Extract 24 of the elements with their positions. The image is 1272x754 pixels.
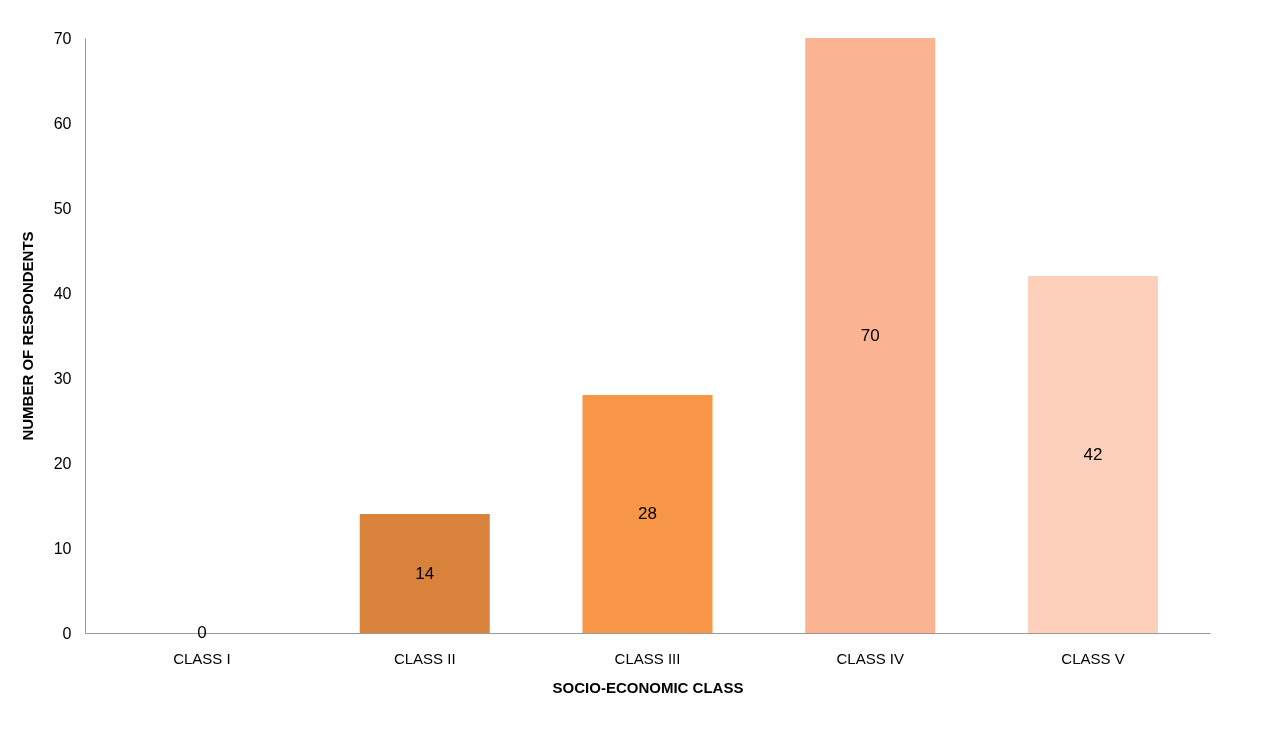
y-tick-label: 0 (62, 624, 72, 642)
bar (359, 514, 490, 633)
x-tick-label: CLASS II (393, 649, 456, 667)
y-tick-label: 10 (53, 539, 72, 557)
bar (582, 395, 713, 633)
y-tick-label: 60 (53, 114, 72, 132)
x-tick-label: CLASS I (173, 649, 231, 667)
bar (805, 38, 936, 633)
y-axis-title: NUMBER OF RESPONDENTS (18, 231, 36, 441)
x-axis-title: SOCIO-ECONOMIC CLASS (552, 678, 744, 696)
y-tick-label: 50 (53, 199, 72, 217)
data-label: 0 (197, 623, 207, 642)
data-label: 70 (860, 325, 880, 345)
x-tick-label: CLASS V (1061, 649, 1125, 667)
y-tick-label: 40 (53, 284, 72, 302)
data-label: 42 (1083, 444, 1103, 464)
x-tick-label: CLASS III (614, 649, 681, 667)
data-label: 14 (415, 563, 435, 583)
bar (1028, 276, 1159, 633)
y-tick-label: 20 (53, 454, 72, 472)
y-tick-label: 70 (53, 29, 72, 47)
data-label: 28 (638, 504, 657, 523)
y-tick-label: 30 (53, 369, 72, 387)
x-tick-label: CLASS IV (836, 649, 905, 667)
